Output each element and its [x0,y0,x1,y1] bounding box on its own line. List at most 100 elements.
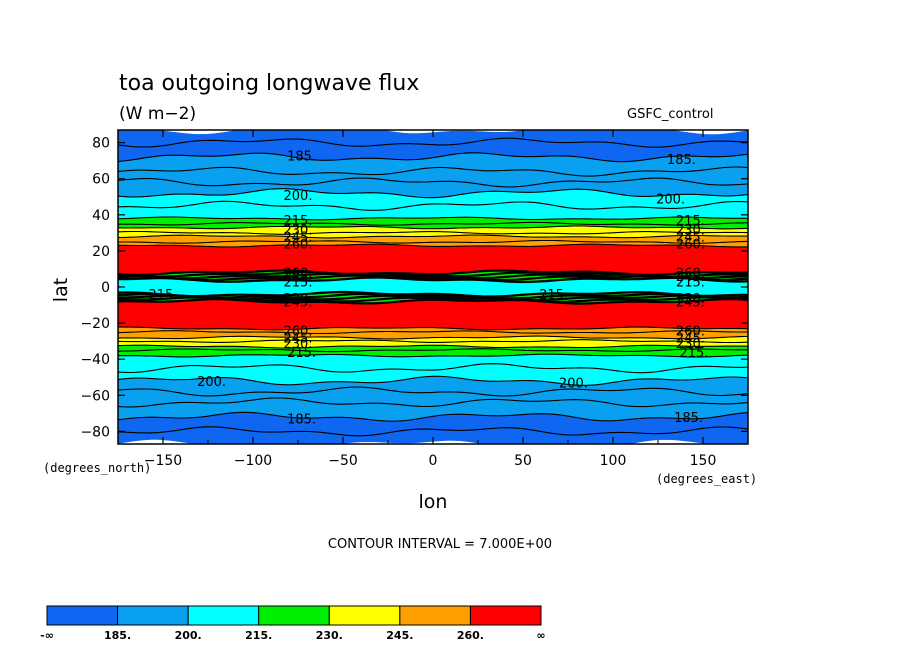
contour-label-3: 200. [656,193,685,208]
contour-label-26: 245. [284,332,313,347]
contour-label-15: 245. [676,270,705,285]
x-tick-label-3: 0 [429,453,438,469]
contour-line-5 [118,363,748,374]
contour-line-30 [118,200,748,211]
contour-line-9 [118,339,748,344]
colorbar-swatch-2 [187,605,260,626]
contour-label-33: 200. [559,377,588,392]
contour-label-27: 245. [676,332,705,347]
y-tick-label-1: −60 [80,388,110,404]
experiment-label: GSFC_control [627,107,713,122]
contour-label-9: 245. [676,230,705,245]
contour-label-11: 260. [676,238,705,253]
contour-label-12: 260. [284,267,313,282]
contour-line-4 [118,375,748,386]
x-tick-label-2: −50 [328,453,358,469]
contour-label-19: 215. [539,288,568,303]
contour-lines [118,137,748,437]
contour-line-6 [118,353,748,358]
chart-units: (W m−2) [119,104,196,124]
contour-line-25 [118,234,748,239]
colorbar-swatch-4 [328,605,401,626]
filled-contour-bands [118,130,748,444]
contour-line-10 [118,335,748,340]
y-tick-label-5: 20 [92,244,110,260]
contour-label-32: 200. [197,375,226,390]
contour-labels: 185. 185.200. 200.215. 215.230. 230.245. 245.… [149,149,709,427]
contour-line-3 [118,386,748,397]
colorbar-label-7: ∞ [536,629,545,642]
contour-line-7 [118,348,748,353]
contour-line-18 [118,276,748,284]
contour-label-21: 230. [676,292,705,307]
y-tick-label-0: −80 [80,424,110,440]
contour-line-1 [118,411,748,422]
x-axis-ticks: −150 −100 −50 0 50 100 150 [117,130,749,469]
contour-label-6: 230. [284,223,313,238]
colorbar-label-4: 230. [316,629,343,642]
y-tick-label-4: 0 [101,280,110,296]
y-tick-label-2: −40 [80,352,110,368]
contour-label-16: 215. [284,276,313,291]
x-tick-label-5: 100 [600,453,627,469]
contour-label-5: 215. [676,214,705,229]
colorbar-swatch-3 [258,605,330,626]
y-tick-label-6: 40 [92,208,110,224]
contour-label-34: 185. [287,413,316,428]
contour-line-27 [118,225,748,230]
y-tick-label-8: 80 [92,136,110,152]
contour-label-25: 260. [676,324,705,339]
colorbar-label-6: 260. [457,629,484,642]
contour-label-7: 230. [676,223,705,238]
contour-line-8 [118,344,748,349]
x-tick-label-4: 50 [514,453,532,469]
contour-label-22: 245. [284,295,313,310]
contour-line-12 [118,326,748,331]
contour-line-17 [118,290,748,298]
colorbar-swatch-5 [399,605,471,626]
contour-line-35 [118,137,748,148]
y-tick-label-3: −20 [80,316,110,332]
contour-label-35: 185. [674,411,703,426]
y-axis-ticks: −80 −60 −40 −20 0 20 40 60 80 [80,136,748,440]
colorbar-label-3: 215. [245,629,272,642]
y-axis-label: lat [50,278,72,302]
contour-label-14: 245. [284,270,313,285]
x-axis-label: lon [419,491,448,513]
x-tick-label-6: 150 [690,453,717,469]
contour-line-0 [118,426,748,437]
contour-line-24 [118,239,748,244]
contour-label-29: 230. [676,337,705,352]
colorbar-swatch-1 [117,605,189,626]
contour-line-23 [118,243,748,248]
contour-line-28 [118,221,748,226]
contour-label-28: 230. [284,337,313,352]
contour-label-0: 185. [287,149,316,164]
colorbar-swatch-0 [46,605,119,626]
contour-band-10 [118,243,748,276]
colorbar-swatch-6 [469,605,542,626]
contour-line-26 [118,230,748,235]
colorbar-label-1: 185. [104,629,131,642]
contour-band-15 [118,152,748,199]
colorbar-label-2: 200. [175,629,202,642]
contour-band-6 [118,298,748,331]
contour-label-24: 260. [284,324,313,339]
colorbar-label-0: -∞ [40,629,54,642]
contour-label-20: 230. [284,292,313,307]
colorbar: -∞ 185. 200. 215. 230. 245. 260. ∞ [40,605,546,642]
contour-interval-note: CONTOUR INTERVAL = 7.000E+00 [328,537,552,552]
contour-line-33 [118,166,748,177]
contour-label-1: 185. [667,153,696,168]
contour-label-18: 215. [149,288,178,303]
contour-label-30: 215. [287,346,316,361]
contour-line-11 [118,330,748,335]
contour-label-31: 215. [680,346,709,361]
contour-label-2: 200. [284,189,313,204]
y-tick-label-7: 60 [92,172,110,188]
contour-label-13: 260. [676,267,705,282]
contour-label-17: 215. [676,276,705,291]
contour-line-29 [118,216,748,221]
contour-line-31 [118,188,748,199]
